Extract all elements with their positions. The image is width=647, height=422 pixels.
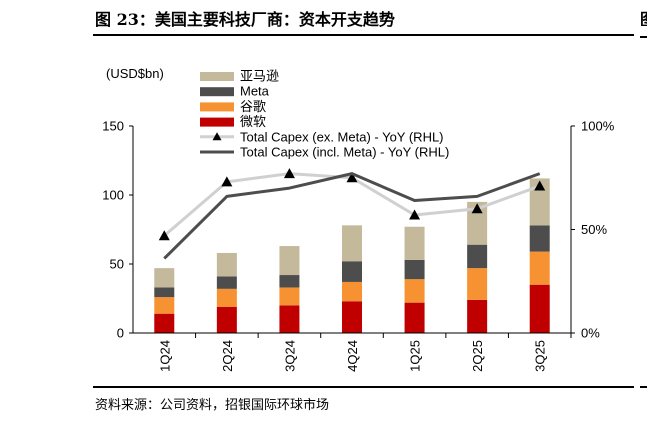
left-tick-label: 100	[102, 188, 124, 203]
x-tick-label: 3Q25	[533, 340, 548, 372]
legend-label: Total Capex (incl. Meta) - YoY (RHL)	[240, 145, 449, 160]
bar-3Q24-series-0	[279, 305, 300, 333]
marker-yoy-0-5	[471, 203, 483, 214]
bar-4Q24-series-1	[342, 281, 362, 302]
bar-3Q24-series-3	[279, 246, 300, 276]
legend-swatch-1	[200, 102, 234, 112]
legend-swatch-3	[200, 72, 234, 81]
bar-1Q24-series-0	[154, 313, 175, 333]
bar-2Q24-series-2	[216, 276, 237, 289]
bar-3Q24-series-1	[279, 287, 300, 306]
legend-label: 微软	[240, 114, 266, 129]
marker-yoy-0-0	[158, 230, 170, 241]
bar-2Q25-series-2	[467, 244, 488, 269]
bar-3Q24-series-2	[279, 275, 300, 288]
x-tick-label: 2Q25	[470, 340, 485, 372]
source-note: 资料来源：公司资料，招银国际环球市场	[95, 398, 330, 413]
bar-1Q25-series-1	[404, 279, 425, 303]
right-tick-label: 0%	[581, 326, 600, 341]
bar-4Q24-series-2	[342, 261, 362, 282]
bar-4Q24-series-0	[342, 301, 362, 333]
bar-1Q24-series-2	[154, 287, 175, 298]
bar-1Q24-series-1	[154, 297, 175, 314]
x-tick-label: 1Q24	[157, 340, 172, 372]
right-tick-label: 50%	[581, 222, 607, 237]
bar-2Q24-series-3	[216, 252, 237, 277]
bar-3Q25-series-0	[529, 284, 550, 333]
capex-chart: 0 50 100 150 0% 50% 100% 1Q24 2Q24 3Q24 4Q24 1Q25 2Q…	[102, 66, 615, 372]
bar-2Q25-series-0	[467, 299, 488, 333]
bar-2Q25-series-1	[467, 268, 488, 300]
legend-swatch-2	[200, 87, 234, 97]
edge-glyph: 图	[640, 6, 647, 26]
left-tick-label: 150	[102, 119, 124, 134]
y-unit-label: (USD$bn)	[106, 66, 164, 81]
left-tick-label: 50	[110, 257, 124, 272]
x-tick-label: 4Q24	[345, 340, 360, 372]
x-tick-label: 3Q24	[282, 340, 297, 372]
marker-yoy-0-1	[221, 176, 233, 187]
bar-1Q25-series-3	[404, 226, 425, 260]
marker-yoy-0-2	[283, 168, 295, 179]
bar-1Q24-series-3	[154, 268, 175, 288]
bar-1Q25-series-2	[404, 259, 425, 280]
figure-title: 图 23：美国主要科技厂商：资本开支趋势	[95, 10, 395, 29]
source-rule	[93, 386, 634, 388]
bar-2Q24-series-1	[216, 288, 237, 307]
edge-rule-bottom	[640, 386, 647, 388]
marker-yoy-0-4	[409, 209, 421, 220]
edge-rule-top	[640, 36, 647, 38]
legend-label: Meta	[240, 84, 270, 99]
left-tick-label: 0	[117, 326, 124, 341]
legend-label: 谷歌	[240, 99, 266, 114]
x-tick-label: 1Q25	[408, 340, 423, 372]
x-tick-label: 2Q24	[220, 340, 235, 372]
title-rule	[93, 34, 634, 36]
bar-3Q25-series-2	[529, 225, 550, 252]
legend-swatch-0	[200, 117, 234, 127]
marker-yoy-0-3	[346, 172, 358, 183]
bar-2Q24-series-0	[216, 306, 237, 333]
bar-4Q24-series-3	[342, 225, 362, 262]
bar-1Q25-series-0	[404, 302, 425, 333]
legend-label: Total Capex (ex. Meta) - YoY (RHL)	[240, 129, 444, 144]
legend-marker-0	[212, 132, 222, 141]
marker-yoy-0-6	[534, 180, 546, 191]
bar-3Q25-series-1	[529, 251, 550, 285]
legend-label: 亚马逊	[240, 69, 279, 84]
line-yoy-1	[163, 172, 541, 260]
right-tick-label: 100%	[581, 119, 615, 134]
